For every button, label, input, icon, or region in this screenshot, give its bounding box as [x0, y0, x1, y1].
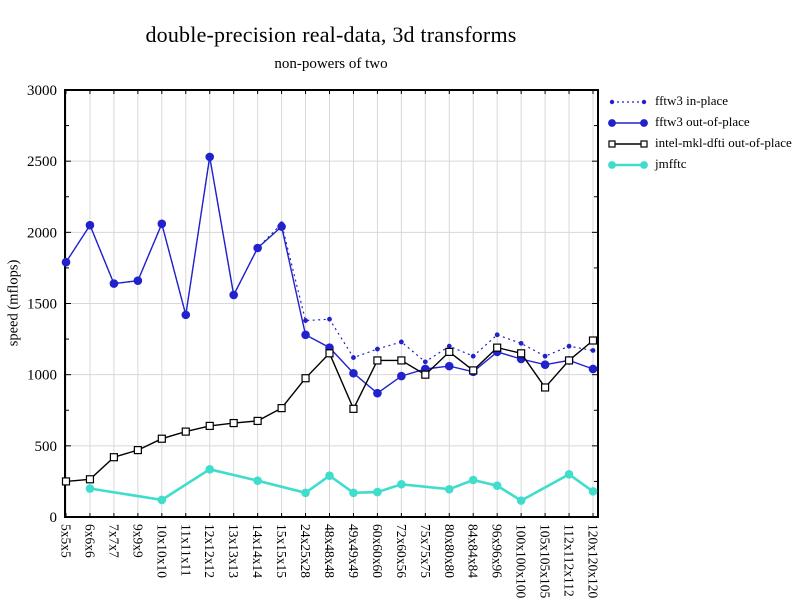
series-intel-mkl-dfti-out-of-place	[61, 336, 598, 486]
svg-text:2500: 2500	[27, 154, 57, 170]
legend-label: jmfftc	[655, 155, 687, 171]
svg-text:11x11x11: 11x11x11	[178, 524, 193, 577]
legend-item-fftw3-out-of-place: fftw3 out-of-place	[608, 111, 792, 132]
svg-text:105x105x105: 105x105x105	[538, 524, 553, 599]
svg-text:1000: 1000	[27, 368, 57, 384]
legend-item-fftw3-in-place: fftw3 in-place	[608, 90, 792, 111]
legend: fftw3 in-place fftw3 out-of-place intel-…	[608, 90, 792, 174]
svg-text:1500: 1500	[27, 297, 57, 313]
svg-text:72x60x56: 72x60x56	[394, 524, 409, 578]
svg-text:120x120x120: 120x120x120	[586, 524, 601, 599]
svg-text:2000: 2000	[27, 225, 57, 241]
svg-text:5x5x5: 5x5x5	[59, 524, 74, 558]
svg-text:9x9x9: 9x9x9	[130, 524, 145, 558]
series-jmfftc	[85, 465, 598, 505]
fftw3-out-of-place-swatch-icon	[608, 116, 648, 128]
svg-text:13x13x13: 13x13x13	[226, 524, 241, 578]
legend-label: fftw3 out-of-place	[655, 113, 750, 129]
svg-text:0: 0	[50, 510, 58, 526]
svg-text:84x84x84: 84x84x84	[466, 524, 481, 578]
legend-label: intel-mkl-dfti out-of-place	[655, 134, 792, 150]
legend-item-intel-mkl-dfti: intel-mkl-dfti out-of-place	[608, 132, 792, 153]
svg-text:6x6x6: 6x6x6	[82, 524, 97, 558]
svg-text:7x7x7: 7x7x7	[106, 524, 121, 558]
chart-title: double-precision real-data, 3d transform…	[145, 22, 517, 47]
svg-text:80x80x80: 80x80x80	[442, 524, 457, 578]
x-tick-labels: 5x5x5 6x6x6 7x7x7 9x9x9 10x10x10 11x11x11 12x1…	[59, 524, 601, 599]
svg-text:500: 500	[35, 439, 58, 455]
svg-text:10x10x10: 10x10x10	[154, 524, 169, 578]
svg-text:24x25x28: 24x25x28	[298, 524, 313, 578]
grid	[65, 90, 598, 517]
fftw3-in-place-swatch-icon	[608, 95, 648, 107]
legend-item-jmfftc: jmfftc	[608, 153, 792, 174]
svg-text:12x12x12: 12x12x12	[202, 524, 217, 578]
series-fftw3-out-of-place	[61, 152, 598, 398]
y-tick-labels: 0 500 1000 1500 2000 2500 3000	[27, 83, 57, 526]
svg-text:100x100x100: 100x100x100	[514, 524, 529, 599]
svg-text:3000: 3000	[27, 83, 57, 99]
svg-text:48x48x48: 48x48x48	[322, 524, 337, 578]
legend-label: fftw3 in-place	[655, 92, 729, 108]
svg-text:96x96x96: 96x96x96	[490, 524, 505, 578]
svg-text:49x49x49: 49x49x49	[346, 524, 361, 578]
svg-text:15x15x15: 15x15x15	[274, 524, 289, 578]
intel-mkl-dfti-swatch-icon	[608, 137, 648, 149]
svg-text:112x112x112: 112x112x112	[562, 524, 577, 597]
chart-subtitle: non-powers of two	[274, 56, 388, 72]
svg-text:75x75x75: 75x75x75	[418, 524, 433, 578]
svg-text:14x14x14: 14x14x14	[250, 524, 265, 578]
svg-text:60x60x60: 60x60x60	[370, 524, 385, 578]
axes	[64, 89, 599, 518]
jmfftc-swatch-icon	[608, 158, 648, 170]
